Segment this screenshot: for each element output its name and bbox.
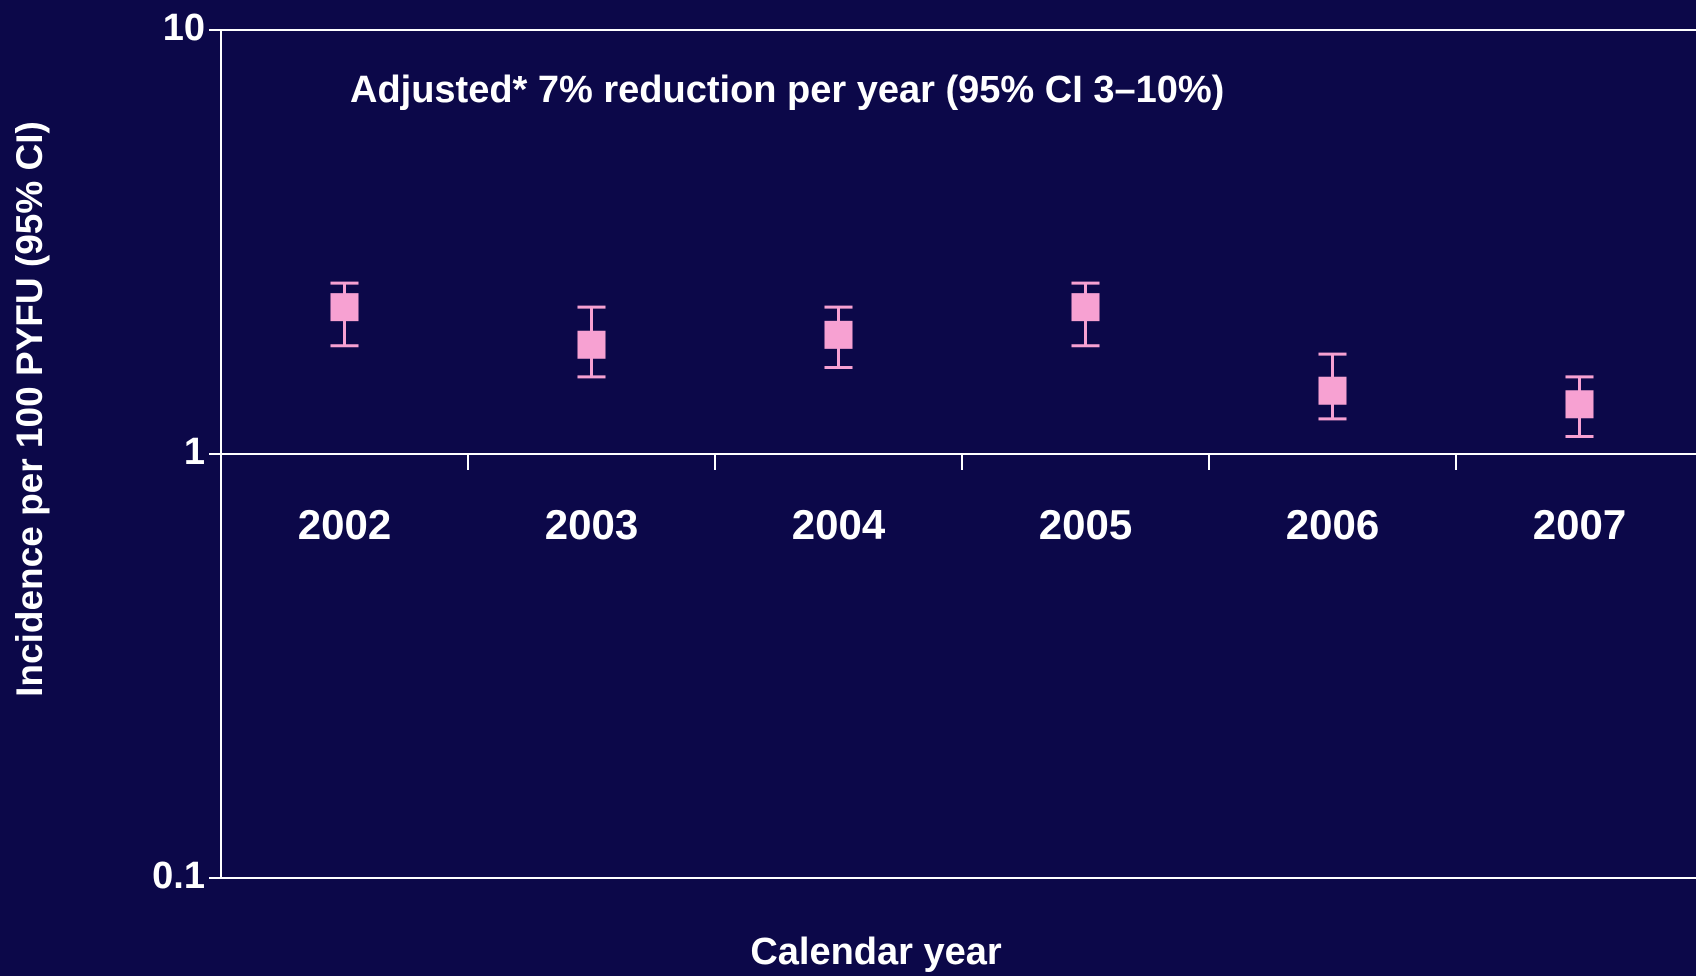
x-axis-label: Calendar year xyxy=(750,931,1002,973)
x-tick-label: 2003 xyxy=(545,501,638,548)
point-marker xyxy=(1318,376,1347,405)
annotation: Adjusted* 7% reduction per year (95% CI … xyxy=(350,69,1224,111)
point-marker xyxy=(1565,390,1594,419)
x-tick-label: 2004 xyxy=(792,501,886,548)
x-tick-label: 2007 xyxy=(1533,501,1626,548)
point-marker xyxy=(577,330,606,359)
x-tick-label: 2006 xyxy=(1286,501,1379,548)
x-tick-label: 2005 xyxy=(1039,501,1132,548)
y-tick-label: 1 xyxy=(184,431,205,473)
y-tick-label: 10 xyxy=(163,7,205,49)
point-marker xyxy=(824,320,853,349)
point-marker xyxy=(1071,293,1100,322)
y-tick-label: 0.1 xyxy=(152,855,205,897)
point-marker xyxy=(330,293,359,322)
x-tick-label: 2002 xyxy=(298,501,391,548)
y-axis-label: Incidence per 100 PYFU (95% CI) xyxy=(9,121,50,697)
